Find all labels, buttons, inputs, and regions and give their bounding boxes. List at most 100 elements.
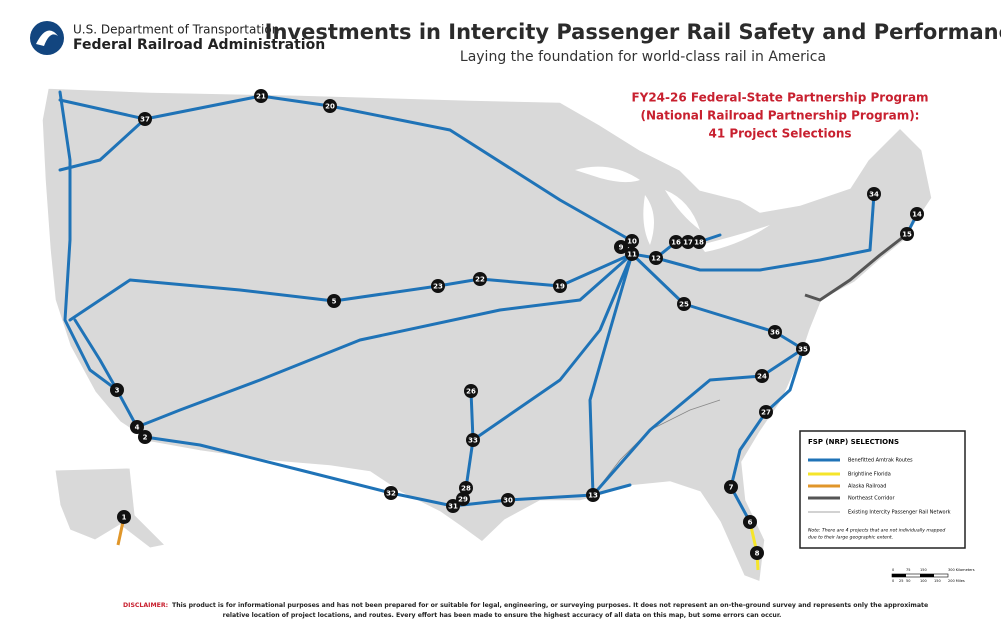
disclaimer-text: This product is for informational purpos… [172, 602, 928, 609]
project-marker: 24 [755, 369, 769, 383]
project-marker: 19 [553, 279, 567, 293]
marker-label: 28 [461, 485, 471, 493]
project-marker: 30 [501, 493, 515, 507]
scale-label: 150 [920, 568, 927, 572]
marker-label: 6 [748, 519, 753, 527]
marker-label: 7 [729, 484, 734, 492]
marker-dot [755, 369, 769, 383]
marker-label: 24 [757, 373, 767, 381]
marker-label: 34 [869, 191, 879, 199]
project-marker: 23 [431, 279, 445, 293]
project-marker: 31 [446, 499, 460, 513]
marker-dot [466, 433, 480, 447]
project-marker: 33 [466, 433, 480, 447]
project-marker: 36 [768, 325, 782, 339]
marker-label: 32 [386, 490, 396, 498]
project-marker: 20 [323, 99, 337, 113]
marker-label: 9 [619, 244, 624, 252]
project-marker: 32 [384, 486, 398, 500]
marker-label: 33 [468, 437, 478, 445]
program-box: FY24-26 Federal-State Partnership Progra… [631, 91, 928, 141]
marker-dot [110, 383, 124, 397]
agency-line1: U.S. Department of Transportation [73, 23, 279, 37]
project-marker: 16 [669, 235, 683, 249]
project-marker: 10 [625, 234, 639, 248]
marker-dot [750, 546, 764, 560]
marker-label: 23 [433, 283, 443, 291]
marker-dot [501, 493, 515, 507]
legend: FSP (NRP) SELECTIONS Benefitted Amtrak R… [799, 430, 966, 549]
legend-item: Existing Intercity Passenger Rail Networ… [848, 510, 951, 516]
marker-dot [743, 515, 757, 529]
logo [30, 21, 64, 55]
project-marker: 37 [138, 112, 152, 126]
marker-label: 22 [475, 276, 485, 284]
legend-note: due to their large geographic extent. [808, 535, 893, 541]
great-lakes [575, 166, 770, 252]
marker-label: 27 [761, 409, 771, 417]
marker-label: 12 [651, 255, 661, 263]
marker-dot [553, 279, 567, 293]
legend-box [799, 430, 966, 549]
us-outline [41, 87, 933, 584]
project-marker: 11 [625, 247, 639, 261]
legend-item: Brightline Florida [848, 472, 891, 478]
project-marker: 7 [724, 480, 738, 494]
marker-label: 29 [458, 496, 468, 504]
scale-label: 300 Kilometers [948, 568, 975, 572]
project-marker: 18 [692, 235, 706, 249]
project-marker: 12 [649, 251, 663, 265]
legend-note: Note: There are 4 projects that are not … [808, 528, 945, 534]
marker-label: 10 [627, 238, 637, 246]
subtitle: Laying the foundation for world-class ra… [460, 49, 826, 65]
project-marker: 15 [900, 227, 914, 241]
project-marker: 5 [327, 294, 341, 308]
marker-label: 26 [466, 388, 476, 396]
scale-label: 150 [934, 579, 941, 583]
marker-dot [614, 240, 628, 254]
marker-label: 21 [256, 93, 266, 101]
northeast-corridor [804, 232, 908, 302]
marker-dot [431, 279, 445, 293]
scale-label: 0 [892, 579, 894, 583]
marker-dot [117, 510, 131, 524]
project-marker: 3 [110, 383, 124, 397]
project-marker: 6 [743, 515, 757, 529]
marker-dot [327, 294, 341, 308]
marker-dot [625, 234, 639, 248]
marker-label: 37 [140, 116, 150, 124]
marker-dot [625, 247, 639, 261]
project-marker: 35 [796, 342, 810, 356]
marker-dot [900, 227, 914, 241]
marker-dot [724, 480, 738, 494]
marker-label: 19 [555, 283, 565, 291]
marker-label: 17 [683, 239, 693, 247]
marker-label: 35 [798, 346, 808, 354]
marker-label: 30 [503, 497, 513, 505]
marker-label: 1 [122, 514, 127, 522]
program-line: FY24-26 Federal-State Partnership Progra… [631, 91, 928, 105]
marker-dot [473, 272, 487, 286]
scale-label: 75 [906, 568, 910, 572]
disclaimer-label: DISCLAIMER: [123, 602, 168, 609]
marker-dot [681, 235, 695, 249]
marker-dot [669, 235, 683, 249]
project-marker: 13 [586, 488, 600, 502]
marker-label: 8 [755, 550, 760, 558]
marker-label: 2 [143, 434, 148, 442]
project-marker: 21 [254, 89, 268, 103]
marker-dot [586, 488, 600, 502]
project-marker: 4 [130, 420, 144, 434]
marker-label: 20 [325, 103, 335, 111]
project-marker: 34 [867, 187, 881, 201]
marker-dot [768, 325, 782, 339]
marker-label: 13 [588, 492, 598, 500]
marker-dot [649, 251, 663, 265]
scale-bar: 0 75 150 300 Kilometers 0 25 50 100 150 200 Miles [891, 568, 975, 583]
project-marker: 22 [473, 272, 487, 286]
marker-dot [759, 405, 773, 419]
project-marker: 25 [677, 297, 691, 311]
marker-dot [138, 430, 152, 444]
